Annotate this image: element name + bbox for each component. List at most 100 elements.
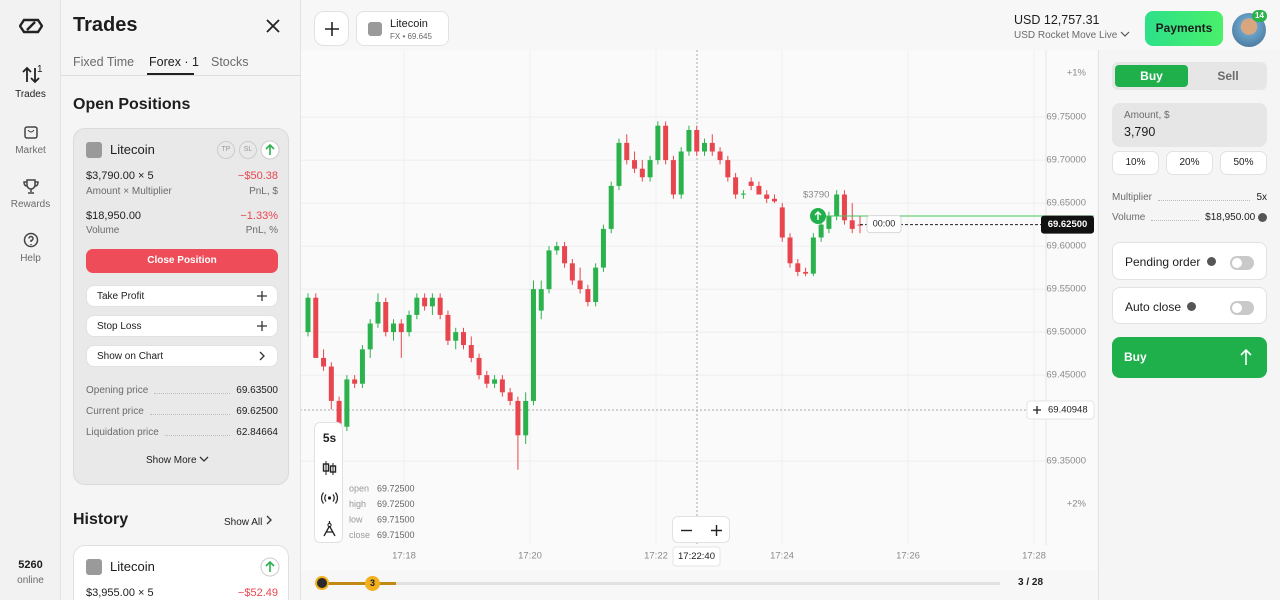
caption: Amount × Multiplier [86,186,172,197]
y-tick-label: 69.35000 [1046,456,1086,467]
detail-label: Current price [86,406,144,417]
candle-icon[interactable] [322,461,337,475]
close-icon[interactable] [266,19,280,33]
logo [19,18,43,34]
buy-tab[interactable]: Buy [1115,65,1188,87]
current-price-label: 69.62500 [1048,219,1088,230]
label: Multiplier [1112,192,1153,203]
x-tick-label: 17:20 [518,551,542,562]
asset-icon [86,559,102,575]
label: Stop Loss [97,320,142,332]
account[interactable]: USD Rocket Move Live [1014,30,1130,41]
nav-market[interactable]: Market [0,124,61,156]
preset[interactable]: 20% [1166,151,1213,175]
candle-body [632,160,638,169]
candle-body [779,207,785,238]
preset[interactable]: 10% [1112,151,1159,175]
pending-order[interactable]: Pending order [1112,242,1267,280]
ohlc-value: 69.72500 [377,483,415,493]
zoom-out[interactable] [681,525,692,536]
candle-body [515,400,521,436]
stop-loss[interactable]: Stop Loss [86,315,278,337]
ohlc-label: high [349,499,366,509]
interval[interactable]: 5s [322,431,337,445]
candle-body [499,379,505,393]
candle-body [709,142,715,152]
timer: 00:00 [873,218,896,228]
candle-body [748,181,754,186]
nav-rewards[interactable]: Rewards [0,178,61,210]
show-on-chart[interactable]: Show on Chart [86,345,278,367]
draw-icon[interactable] [322,521,337,537]
show-more[interactable]: Show More [146,455,209,466]
help-icon[interactable] [1258,213,1267,222]
y-tick-label: 69.70000 [1046,155,1086,166]
balance: USD 12,757.31 [1014,13,1100,27]
amount-label: Amount, $ [1124,110,1170,121]
tab[interactable]: Fixed Time [73,55,135,69]
ohlc-label: close [349,530,370,540]
timeline-marker[interactable]: 3 [365,576,380,591]
preset[interactable]: 50% [1220,151,1267,175]
zoom-in[interactable] [711,525,722,536]
candle-body [398,323,404,333]
candle-body [546,250,552,290]
close-position-button[interactable]: Close Position [86,249,278,273]
asset: Litecoin [110,559,155,574]
trades-panel: Trades Fixed Time Forex · 1 Stocks Open … [61,0,301,600]
icon [199,456,209,462]
signal-icon[interactable] [321,492,338,504]
candle-body [787,237,793,264]
tab[interactable]: Stocks [211,55,249,69]
candle-body [616,142,622,186]
pct-label: +1% [1067,68,1087,79]
caption: PnL, % [245,225,278,236]
asset-icon [86,142,102,158]
label: Volume [1112,212,1146,223]
icon [23,232,38,248]
help-icon[interactable] [1187,302,1196,311]
toggle[interactable] [1230,301,1254,315]
label: Rewards [10,199,51,210]
candle-body [655,125,661,161]
amount-field[interactable]: Amount, $ 3,790 [1112,103,1267,147]
timer-tag [866,215,902,234]
candle-body [803,271,809,274]
payments-button[interactable]: Payments [1145,11,1223,46]
nav-rail: 1 Trades Market Rewards Help 5260 online [0,0,61,600]
candle-body [663,125,669,161]
add-asset[interactable] [314,11,349,46]
candle-body [530,289,536,401]
candle-body [391,323,397,333]
asset-tab[interactable]: Litecoin FX • 69.645 [356,11,449,46]
sell-tab[interactable]: Sell [1217,69,1239,83]
order-panel: Buy Sell Amount, $ 3,790 10% 20% 50% Mul… [1098,50,1280,600]
tp[interactable]: TP [217,141,235,159]
candle-body [849,220,855,229]
candle-body [562,246,568,264]
candle-body [624,142,630,161]
auto-close[interactable]: Auto close [1112,287,1267,324]
icon [1240,349,1252,365]
candle-body [647,160,653,178]
ohlc-label: open [349,483,369,493]
toggle[interactable] [1230,256,1254,270]
candle-body [375,302,381,324]
buy-button[interactable]: Buy [1112,337,1267,378]
label: Buy [1124,350,1147,364]
nav-help[interactable]: Help [0,232,61,264]
candle-body [484,375,490,384]
candle-body [593,267,599,303]
sl[interactable]: SL [239,141,257,159]
value: 5x [1256,192,1267,203]
show-all[interactable]: Show All [224,515,273,528]
help-icon[interactable] [1207,257,1216,266]
amount: $3,790.00 × 5 [86,170,154,182]
nav-trades[interactable]: 1 Trades [0,64,61,100]
take-profit[interactable]: Take Profit [86,285,278,307]
asset: Litecoin [110,142,155,157]
asset-icon [368,22,382,36]
candle-body [445,314,451,341]
candle-body [585,289,591,303]
tab-active[interactable]: Forex · 1 [149,55,200,69]
